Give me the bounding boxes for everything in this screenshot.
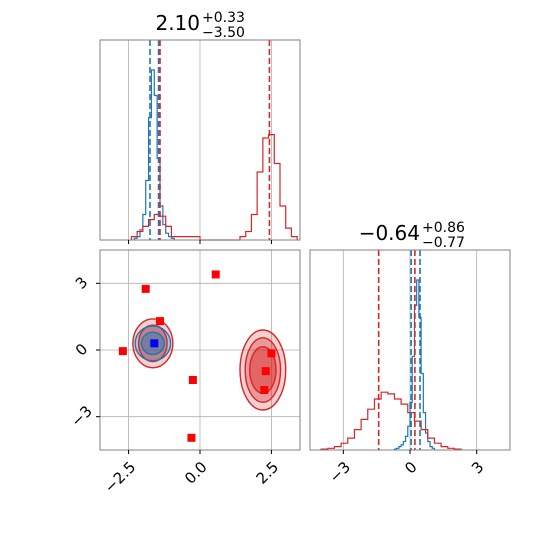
- sample-marker-1: [211, 270, 220, 279]
- title-2-plus: +0.86: [422, 220, 465, 236]
- tick-marks: [96, 282, 272, 454]
- y-tick-labels: −3 0 3: [67, 273, 95, 430]
- histogram-series-1: [130, 134, 298, 241]
- y-tick-label-1: 0: [72, 340, 91, 359]
- density-contours: [132, 318, 287, 411]
- tick-marks: [342, 450, 478, 454]
- panel-title-param-1: 2.10: [155, 11, 200, 35]
- histogram-series: [320, 279, 462, 450]
- sample-marker-9: [150, 339, 159, 348]
- joint-density-panel: −2.5 0.0 2.5 −3 0 3: [67, 249, 301, 497]
- x-tick-label-1: 0: [401, 458, 420, 477]
- quantile-lines: [377, 250, 421, 450]
- panel-title-param-2: −0.64: [359, 221, 420, 245]
- histogram-panel-param-1: [99, 39, 301, 244]
- histogram-series-1: [320, 391, 462, 450]
- sample-marker-4: [188, 376, 197, 384]
- title-1-plus: +0.33: [202, 10, 245, 26]
- x-tick-labels: −3 0 3: [326, 458, 488, 486]
- title-1-minus: −3.50: [202, 25, 245, 41]
- y-tick-label-2: 3: [72, 273, 91, 292]
- sample-marker-0: [141, 284, 150, 293]
- x-tick-labels: −2.5 0.0 2.5: [101, 458, 282, 496]
- quantile-lines: [149, 40, 271, 240]
- grid-lines: [128, 40, 272, 240]
- title-1-value: 2.10: [155, 11, 200, 35]
- tick-marks: [128, 240, 272, 244]
- x-tick-label-2: 3: [468, 458, 487, 477]
- sample-marker-5: [187, 433, 196, 442]
- title-2-minus: −0.77: [422, 235, 465, 251]
- sample-markers: [118, 270, 276, 442]
- title-2-value: −0.64: [359, 221, 420, 245]
- y-tick-label-0: −3: [67, 402, 95, 430]
- x-tick-label-1: 0.0: [181, 458, 211, 488]
- x-tick-label-2: 2.5: [253, 458, 283, 488]
- x-tick-label-0: −3: [326, 458, 354, 486]
- x-tick-label-0: −2.5: [101, 458, 139, 496]
- sample-marker-2: [156, 317, 164, 326]
- sample-marker-7: [261, 367, 270, 376]
- sample-marker-8: [260, 386, 269, 394]
- sample-marker-3: [118, 347, 127, 356]
- histogram-series: [130, 69, 298, 241]
- histogram-panel-param-2: −3 0 3: [309, 249, 511, 486]
- sample-marker-6: [267, 349, 276, 358]
